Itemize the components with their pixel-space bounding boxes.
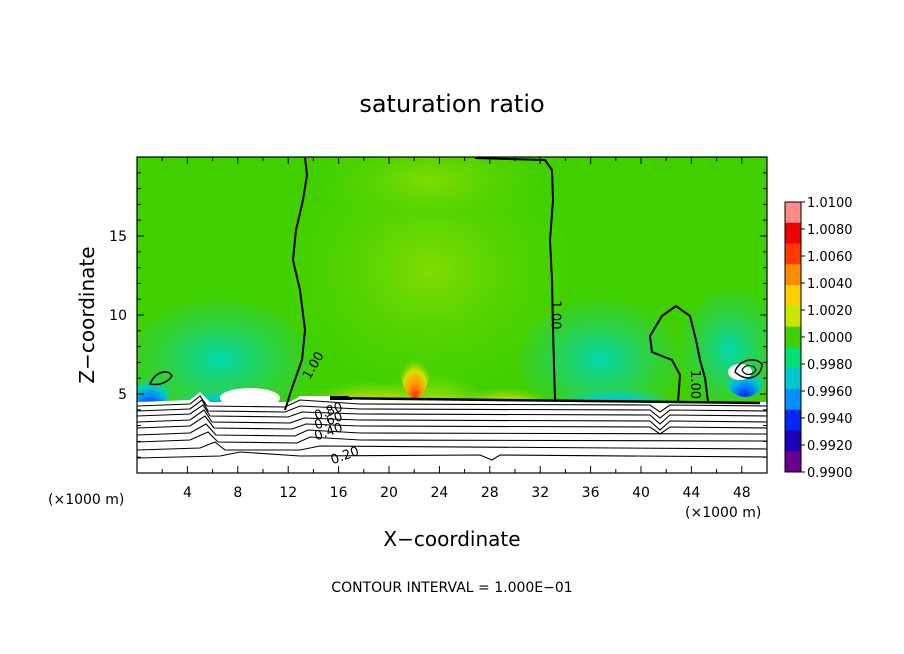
x-tick-label: 16 (330, 485, 348, 501)
x-tick-label: 24 (430, 485, 448, 501)
y-tick-label: 10 (109, 308, 127, 324)
colorbar-swatch (785, 222, 801, 245)
colorbar-swatch (785, 285, 801, 307)
y-tick-label: 15 (109, 229, 127, 245)
x-tick-label: 28 (481, 485, 499, 501)
chart-title: saturation ratio (359, 90, 544, 118)
colorbar-swatch (785, 243, 801, 265)
colorbar-label: 1.0060 (807, 250, 853, 265)
x-tick-label: 36 (582, 485, 600, 501)
colorbar-label: 1.0080 (807, 223, 853, 238)
colorbar-swatch (785, 347, 801, 369)
plot-area (137, 157, 767, 473)
contour-label: 1.00 (687, 370, 702, 399)
contour-label-text: 1.00 (547, 301, 562, 330)
colorbar-label: 1.0020 (807, 304, 853, 319)
colorbar-swatch (785, 264, 801, 286)
colorbar-swatch (785, 451, 801, 473)
y-tick-label: 5 (118, 387, 127, 403)
colorbar-swatch (785, 409, 801, 431)
colorbar-swatch (785, 388, 801, 411)
y-axis-unit: (×1000 m) (48, 492, 124, 508)
x-axis-label: X−coordinate (383, 527, 520, 551)
x-axis-unit: (×1000 m) (685, 505, 761, 521)
colorbar-swatch (785, 202, 801, 224)
colorbar-swatch (785, 305, 801, 328)
y-axis-label: Z−coordinate (75, 246, 99, 383)
contour-label: 1.00 (547, 301, 562, 330)
colorbar-label: 1.0040 (807, 277, 853, 292)
x-tick-label: 44 (682, 485, 700, 501)
colorbar-label: 0.9900 (807, 466, 853, 481)
colorbar-swatch (785, 326, 801, 348)
x-tick-label: 20 (380, 485, 398, 501)
colorbar-label: 0.9980 (807, 358, 853, 373)
colorbar-swatch (785, 430, 801, 452)
x-tick-label: 32 (531, 485, 549, 501)
x-tick-label: 4 (183, 485, 192, 501)
contour-interval-note: CONTOUR INTERVAL = 1.000E−01 (331, 580, 572, 596)
x-tick-label: 48 (733, 485, 751, 501)
contour-label-text: 1.00 (687, 370, 702, 399)
colorbar-label: 1.0000 (807, 331, 853, 346)
colorbar-label: 0.9920 (807, 439, 853, 454)
colorbar-swatch (785, 368, 801, 390)
x-tick-label: 40 (632, 485, 650, 501)
colorbar-label: 1.0100 (807, 196, 853, 211)
x-tick-label: 8 (233, 485, 242, 501)
colorbar-label: 0.9960 (807, 385, 853, 400)
colorbar-label: 0.9940 (807, 412, 853, 427)
x-tick-label: 12 (279, 485, 297, 501)
